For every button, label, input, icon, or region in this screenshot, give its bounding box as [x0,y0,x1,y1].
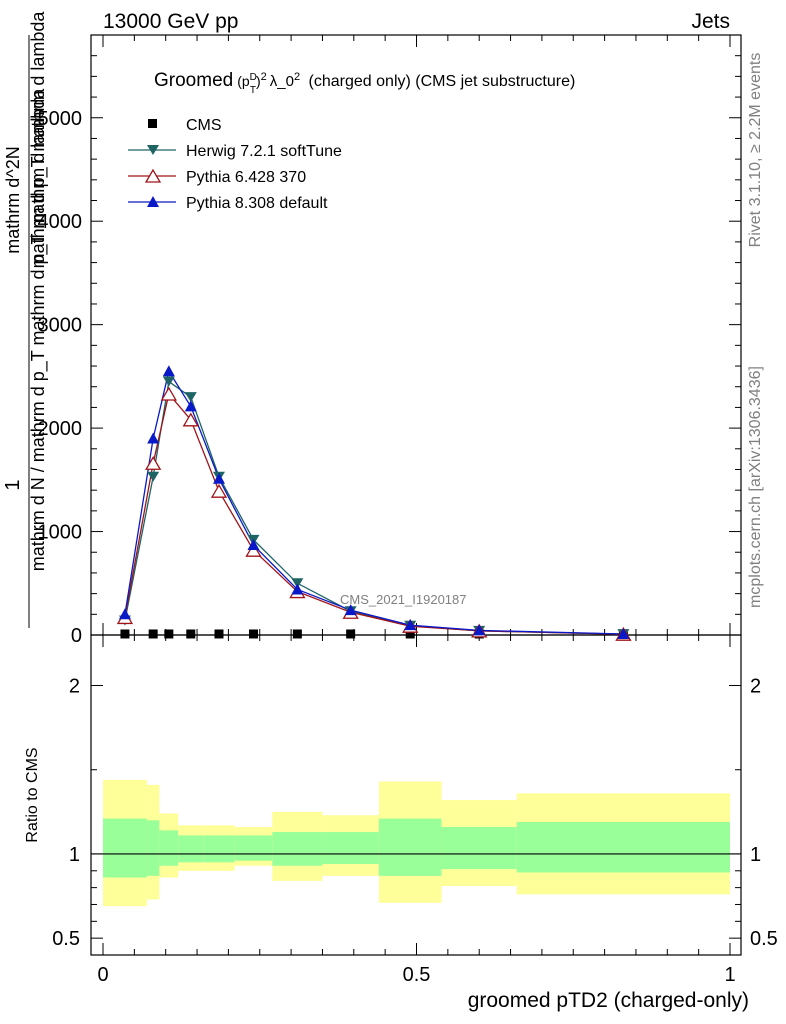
rivet-label: Rivet 3.1.10, ≥ 2.2M events [747,53,764,248]
header-left: 13000 GeV pp [103,10,238,33]
y-tick-label-upper: 4000 [38,211,83,233]
title-p: (p [237,73,250,89]
title-D: D [250,72,257,83]
ratio-band-inner [146,820,160,876]
marker-herwig [184,392,197,403]
ratio-bands [91,779,741,907]
ratio-band-inner [272,832,323,866]
ratio-band-inner [322,832,379,865]
ratio-band-inner [441,827,517,870]
y-tick-label-lower-right: 2 [750,676,761,698]
axis-ticks: 0 0.5 1 0 1000 2000 3000 4000 5000 0.5 0.5 1 1 2 2 [38,35,778,986]
ylabel-denom-part: mathrm d p_T mathrm d lambda [28,11,49,269]
marker-cms [292,629,302,639]
mcplots-label: mcplots.cern.ch [arXiv:1306.3436] [747,366,764,608]
title-exp: 2 [261,71,267,83]
marker-pythia8 [617,627,630,639]
analysis-tag: CMS_2021_I1920187 [340,592,467,607]
marker-pythia6 [182,412,199,427]
title-close: ) [256,73,261,89]
legend: CMS Herwig 7.2.1 softTune Pythia 6.428 3… [128,117,342,212]
marker-pythia8 [184,400,197,412]
y-axis-label-upper: 1 mathrm d N / mathrm d p_T mathrm d p_T… [2,11,49,628]
ylabel-numer: 1 [2,479,24,490]
marker-cms [214,629,224,639]
y-tick-label-upper: 3000 [38,315,83,337]
ratio-band-inner [516,821,730,873]
marker-pythia8 [344,604,357,616]
marker-pythia8 [247,539,260,550]
ylabel-d2n: mathrm d^2N [3,146,23,253]
marker-cms [346,629,356,639]
marker-cms [405,629,415,639]
legend-pythia8-marker [147,196,159,207]
x-tick-label: 0 [97,964,108,986]
y-axis-label-lower: Ratio to CMS [24,747,41,842]
marker-herwig [162,376,175,387]
marker-pythia8 [291,583,304,595]
y-tick-label-lower-right: 1 [750,844,761,866]
title-rest: (charged only) (CMS jet substructure) [304,73,575,90]
y-tick-label-upper: 2000 [38,418,83,440]
legend-herwig-label: Herwig 7.2.1 softTune [186,143,342,160]
marker-pythia8 [212,472,225,484]
marker-pythia6 [245,542,262,557]
ratio-band-inner [103,818,147,878]
legend-pythia6-label: Pythia 6.428 370 [186,169,306,186]
ylabel-denom: mathrm d N / mathrm d p_T mathrm d p_T m… [28,88,49,571]
ratio-band-inner [178,835,204,863]
ratio-band-inner [234,835,273,861]
y-tick-label-lower: 2 [69,676,80,698]
y-tick-label-upper: 5000 [38,108,83,130]
ratio-band-inner [378,818,442,876]
marker-herwig [147,471,160,482]
chart-title: Groomed (pD T)2 λ_02 (charged only) (CMS je… [154,70,575,96]
legend-herwig-marker [147,145,159,155]
y-tick-label-lower: 1 [69,844,80,866]
x-tick-label: 0.5 [403,964,431,986]
legend-cms-marker [148,119,157,128]
ratio-band-inner [203,835,235,863]
x-tick-label: 1 [724,964,735,986]
marker-cms [120,629,130,639]
marker-pythia8 [147,432,160,444]
marker-pythia8 [162,365,175,377]
ratio-band-inner [159,830,179,866]
y-tick-label-upper: 0 [71,625,82,647]
marker-cms [186,629,196,639]
title-lambda: λ_0 [270,73,294,90]
marker-pythia6 [145,455,162,470]
marker-pythia8 [473,624,486,636]
legend-pythia6-marker [144,168,162,183]
x-axis-label: groomed pTD2 (charged-only) [468,989,749,1012]
header-right: Jets [691,10,730,33]
y-tick-label-lower: 0.5 [52,928,80,950]
marker-cms [164,629,174,639]
title-groomed: Groomed [154,70,233,91]
marker-herwig [291,578,304,589]
title-exp2: 2 [294,71,300,83]
marker-pythia6 [210,483,228,498]
marker-pythia6 [160,386,177,401]
title-T: T [250,85,256,96]
marker-pythia8 [404,619,417,631]
marker-pythia8 [118,608,131,620]
legend-pythia8-label: Pythia 8.308 default [186,195,328,212]
marker-cms [148,629,158,639]
marker-cms [248,629,258,639]
series-markers [116,365,632,641]
legend-cms-label: CMS [186,117,222,134]
y-tick-label-upper: 1000 [38,522,83,544]
y-tick-label-lower-right: 0.5 [750,928,778,950]
